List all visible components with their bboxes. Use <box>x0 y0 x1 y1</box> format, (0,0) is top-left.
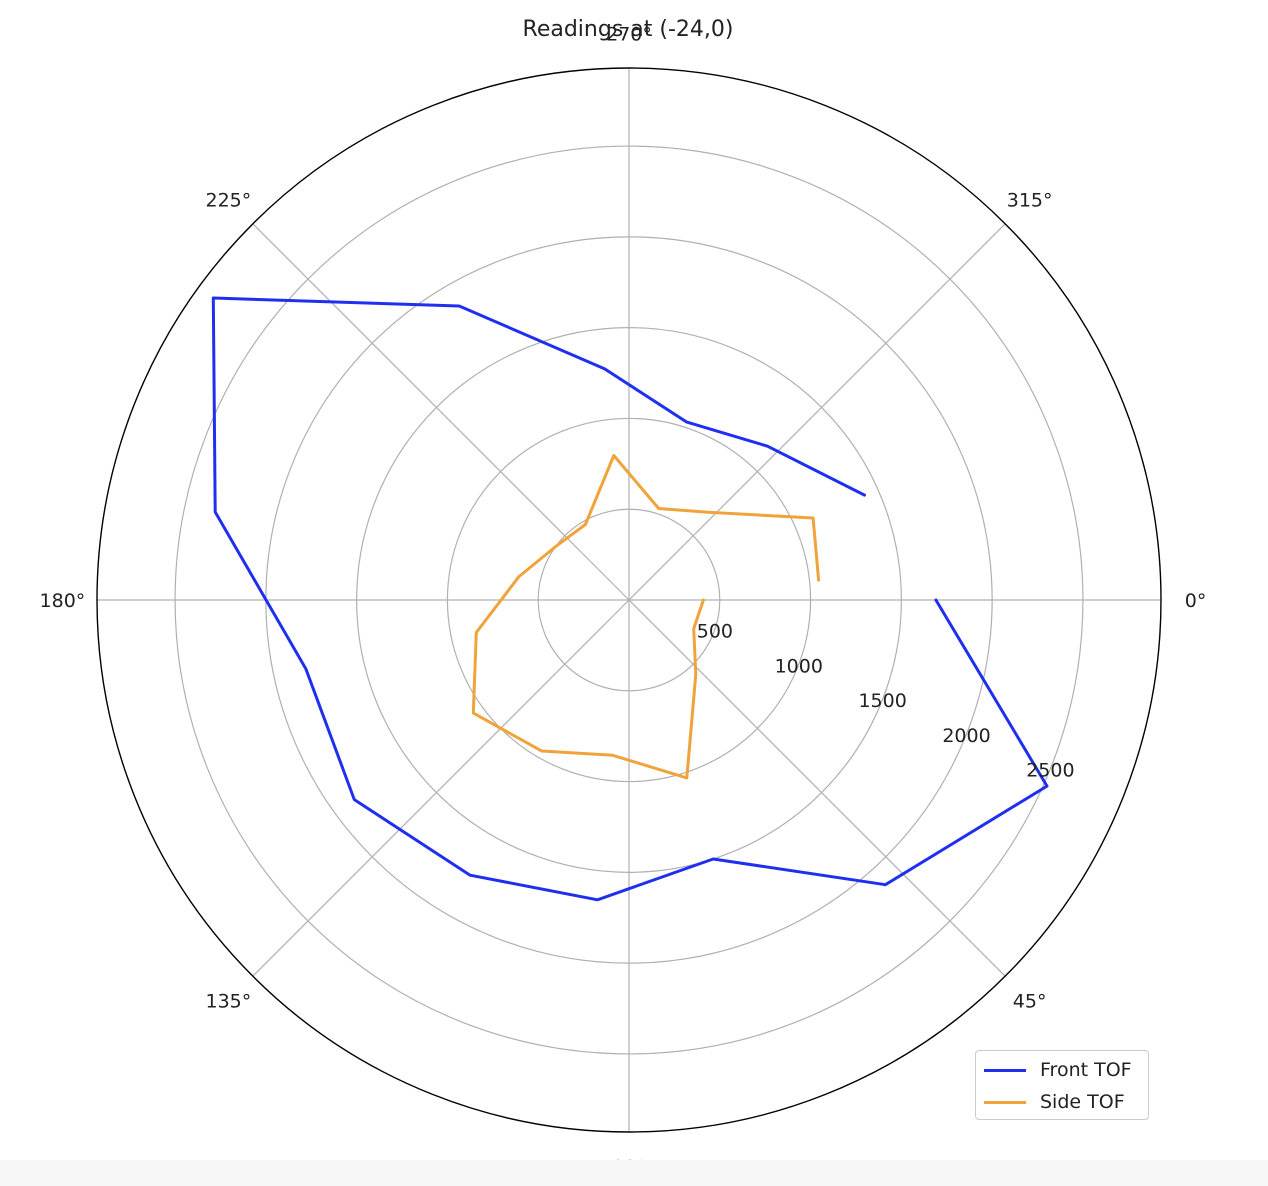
tick-labels: 0°45°90°135°180°225°270°315°500100015002… <box>40 23 1207 1178</box>
series-line-front-tof <box>211 296 1049 902</box>
footer-strip <box>0 1160 1268 1186</box>
polar-frame <box>96 67 1162 1133</box>
legend-label-side-tof: Side TOF <box>1040 1091 1125 1113</box>
legend-entry-front-tof: Front TOF <box>984 1059 1132 1081</box>
series-line-side-tof <box>471 454 821 780</box>
theta-grid-line <box>252 223 630 601</box>
r-tick-label: 500 <box>697 621 733 643</box>
theta-tick-label: 45° <box>1013 991 1047 1013</box>
polar-grid <box>96 67 1162 1133</box>
r-tick-label: 1000 <box>775 655 823 677</box>
theta-grid-line <box>628 223 1006 601</box>
theta-tick-label: 180° <box>40 590 86 612</box>
legend-label-front-tof: Front TOF <box>1040 1059 1132 1081</box>
theta-tick-label: 315° <box>1007 189 1053 211</box>
r-tick-label: 1500 <box>858 690 906 712</box>
r-tick-label: 2500 <box>1026 760 1074 782</box>
legend-entry-side-tof: Side TOF <box>984 1091 1125 1113</box>
theta-grid-line <box>252 599 630 977</box>
r-tick-label: 2000 <box>942 725 990 747</box>
theta-tick-label: 135° <box>205 991 251 1013</box>
legend: Front TOF Side TOF <box>975 1050 1149 1120</box>
legend-line-front-tof <box>984 1068 1026 1072</box>
legend-line-side-tof <box>984 1100 1026 1104</box>
theta-grid-line <box>628 599 1006 977</box>
theta-tick-label: 0° <box>1185 590 1207 612</box>
chart-title: Readings at (-24,0) <box>523 17 734 42</box>
theta-tick-label: 270° <box>606 23 652 45</box>
series-layer <box>211 296 1049 902</box>
theta-tick-label: 225° <box>205 189 251 211</box>
